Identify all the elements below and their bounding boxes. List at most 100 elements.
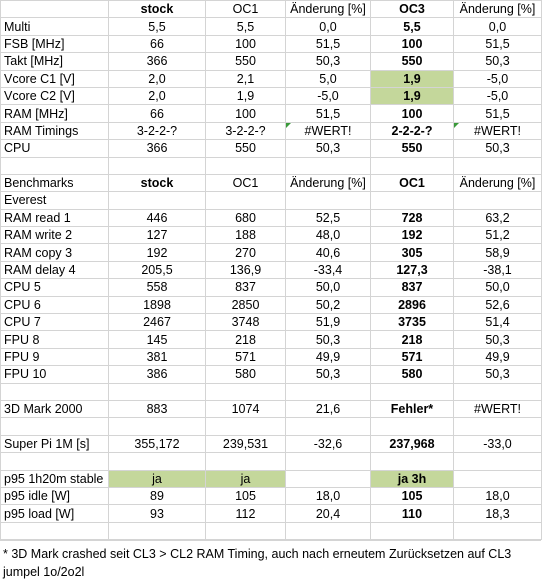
sheet-row: Vcore C1 [V] 2,0 2,1 5,0 1,9 -5,0 xyxy=(0,69,542,88)
cell xyxy=(0,452,109,471)
sheet-row: RAM [MHz] 66 100 51,5 100 51,5 xyxy=(0,104,542,123)
sheet-row: Takt [MHz] 366 550 50,3 550 50,3 xyxy=(0,52,542,71)
cell: Benchmarks xyxy=(0,173,109,193)
cell xyxy=(285,156,371,175)
cell xyxy=(108,191,206,210)
cell: p95 1h20m stable xyxy=(0,469,109,488)
cell: 136,9 xyxy=(205,260,286,280)
cell: 386 xyxy=(108,365,206,384)
cell: 51,4 xyxy=(453,313,542,332)
cell: 112 xyxy=(205,504,286,523)
cell: 100 xyxy=(370,34,454,54)
sheet-row: Vcore C2 [V] 2,0 1,9 -5,0 1,9 -5,0 xyxy=(0,86,542,106)
cell: 50,3 xyxy=(453,139,542,158)
cell: 366 xyxy=(108,139,206,158)
cell: p95 load [W] xyxy=(0,504,109,523)
cell: Vcore C2 [V] xyxy=(0,86,109,106)
cell: 5,0 xyxy=(285,69,371,88)
cell: 550 xyxy=(205,52,286,71)
cell: 93 xyxy=(108,504,206,523)
cell xyxy=(285,521,371,541)
cell: -32,6 xyxy=(285,434,371,454)
cell: 50,2 xyxy=(285,295,371,315)
cell xyxy=(285,382,371,401)
cell xyxy=(370,417,454,436)
cell: 89 xyxy=(108,486,206,506)
cell: 100 xyxy=(205,34,286,54)
cell xyxy=(370,382,454,401)
cell: 52,5 xyxy=(285,208,371,228)
cell: -5,0 xyxy=(285,86,371,106)
cell: 558 xyxy=(108,278,206,297)
cell xyxy=(108,521,206,541)
cell: 1,9 xyxy=(205,86,286,106)
cell: 728 xyxy=(370,208,454,228)
sheet-row: CPU 6 1898 2850 50,2 2896 52,6 xyxy=(0,295,542,315)
sheet-row: stock OC1 Änderung [%] OC3 Änderung [%] xyxy=(0,0,542,19)
cell: #WERT! xyxy=(453,399,542,419)
cell: 837 xyxy=(205,278,286,297)
cell: 127 xyxy=(108,226,206,245)
cell: 0,0 xyxy=(453,17,542,36)
cell xyxy=(205,382,286,401)
cell: 837 xyxy=(370,278,454,297)
cell xyxy=(0,521,109,541)
sheet-row: p95 1h20m stable ja ja ja 3h xyxy=(0,469,542,488)
cell xyxy=(0,0,109,19)
cell: Änderung [%] xyxy=(285,173,371,193)
sheet-row xyxy=(0,382,542,401)
cell: 110 xyxy=(370,504,454,523)
sheet-row: p95 load [W] 93 112 20,4 110 18,3 xyxy=(0,504,542,523)
cell: 571 xyxy=(370,347,454,367)
sheet-row: 3D Mark 2000 883 1074 21,6 Fehler* #WERT! xyxy=(0,399,542,419)
cell xyxy=(108,417,206,436)
cell xyxy=(108,156,206,175)
cell xyxy=(453,382,542,401)
cell: RAM Timings xyxy=(0,121,109,141)
cell: 192 xyxy=(108,243,206,262)
cell: Everest xyxy=(0,191,109,210)
cell xyxy=(205,521,286,541)
cell: 355,172 xyxy=(108,434,206,454)
cell: 40,6 xyxy=(285,243,371,262)
sheet-row: Super Pi 1M [s] 355,172 239,531 -32,6 237,96… xyxy=(0,434,542,454)
sheet-row: RAM delay 4 205,5 136,9 -33,4 127,3 -38,1 xyxy=(0,260,542,280)
cell: Vcore C1 [V] xyxy=(0,69,109,88)
cell: 127,3 xyxy=(370,260,454,280)
cell: 49,9 xyxy=(285,347,371,367)
cell: #WERT! xyxy=(285,121,371,141)
cell: 50,3 xyxy=(453,52,542,71)
cell xyxy=(370,191,454,210)
cell: 66 xyxy=(108,104,206,123)
cell: 51,5 xyxy=(453,104,542,123)
sheet-row: CPU 5 558 837 50,0 837 50,0 xyxy=(0,278,542,297)
cell: CPU 7 xyxy=(0,313,109,332)
cell: 3D Mark 2000 xyxy=(0,399,109,419)
cell: -38,1 xyxy=(453,260,542,280)
cell: 48,0 xyxy=(285,226,371,245)
sheet-row: RAM copy 3 192 270 40,6 305 58,9 xyxy=(0,243,542,262)
cell: 571 xyxy=(205,347,286,367)
cell: 239,531 xyxy=(205,434,286,454)
cell: 105 xyxy=(205,486,286,506)
sheet-row: FPU 8 145 218 50,3 218 50,3 xyxy=(0,330,542,349)
cell xyxy=(370,452,454,471)
cell: 51,5 xyxy=(453,34,542,54)
cell: 883 xyxy=(108,399,206,419)
cell xyxy=(205,417,286,436)
cell: OC3 xyxy=(370,0,454,19)
cell: stock xyxy=(108,173,206,193)
cell: 2,0 xyxy=(108,69,206,88)
cell: 20,4 xyxy=(285,504,371,523)
sheet-body: stock OC1 Änderung [%] OC3 Änderung [%] Multi… xyxy=(0,0,542,541)
cell: 58,9 xyxy=(453,243,542,262)
cell: 188 xyxy=(205,226,286,245)
sheet-row: Multi 5,5 5,5 0,0 5,5 0,0 xyxy=(0,17,542,36)
cell xyxy=(453,417,542,436)
cell: 580 xyxy=(370,365,454,384)
sheet-row xyxy=(0,452,542,471)
cell: 50,3 xyxy=(453,365,542,384)
cell: 18,3 xyxy=(453,504,542,523)
cell: 3735 xyxy=(370,313,454,332)
sheet-row: Benchmarks stock OC1 Änderung [%] OC1 Änderun… xyxy=(0,173,542,193)
